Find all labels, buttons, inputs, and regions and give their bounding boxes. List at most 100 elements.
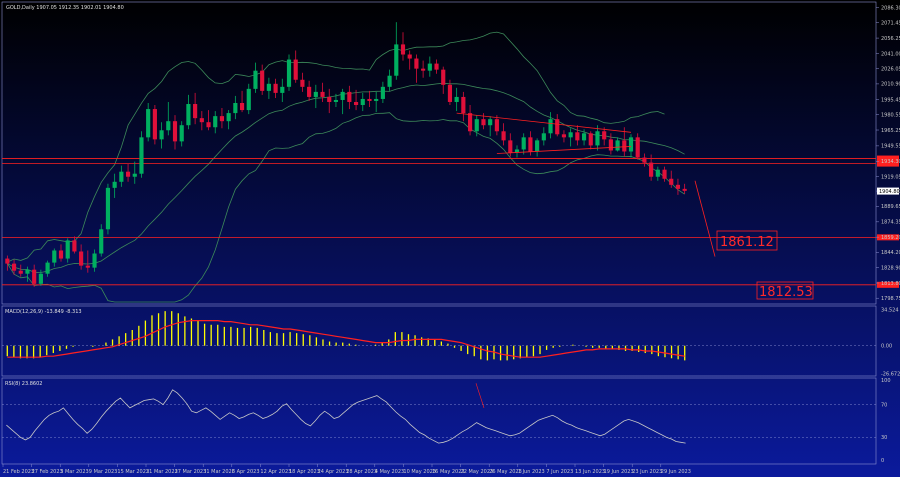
level-price-tag (877, 234, 899, 241)
date-tick-label: 10 May 2023 (403, 469, 436, 475)
candle-body (206, 122, 211, 128)
candle-body (179, 125, 184, 142)
candle-body (11, 263, 17, 271)
candle-body (447, 84, 453, 102)
level-1812-annotation: 1812.53 (756, 281, 814, 300)
candle-body (535, 140, 540, 152)
candle-body (514, 149, 520, 153)
candle-body (602, 131, 607, 140)
bollinger-lower-line (7, 112, 685, 303)
candle-body (561, 134, 567, 138)
date-tick-label: 13 Jun 2023 (575, 469, 605, 475)
candle-body (313, 91, 318, 97)
price-tick-label: 1874.35 (881, 220, 900, 226)
candle-body (508, 140, 513, 153)
candle-body (132, 173, 137, 177)
candle-body (367, 98, 372, 101)
candle-body (286, 59, 292, 87)
date-tick-label: 16 May 2023 (432, 469, 465, 475)
candle-body (186, 104, 191, 126)
candlestick-series (5, 22, 687, 287)
rsi-tick-label: 100 (881, 378, 891, 384)
candle-body (628, 137, 634, 152)
candle-body (193, 104, 198, 119)
level-1861-box (716, 230, 778, 251)
rsi-divergence-line (475, 383, 485, 408)
candle-body (213, 116, 218, 128)
candle-body (273, 83, 278, 93)
candle-body (32, 269, 37, 284)
candle-body (427, 63, 432, 71)
macd-signal-line (7, 320, 685, 358)
candle-body (52, 250, 57, 263)
candle-body (635, 137, 640, 158)
price-tick-label: 2056.25 (881, 36, 900, 42)
price-tick-label: 1980.55 (881, 112, 900, 118)
candle-body (112, 181, 117, 188)
date-tick-label: 29 Jun 2023 (661, 469, 691, 475)
price-tick-label: 2041.00 (881, 51, 900, 57)
candle-body (394, 44, 399, 76)
candle-body (58, 250, 64, 259)
candle-body (454, 96, 459, 102)
price-tick-label: 1889.65 (881, 204, 900, 210)
date-tick-label: 7 Jun 2023 (546, 469, 573, 475)
candle-body (280, 86, 285, 93)
candle-body (407, 54, 412, 59)
candle-body (92, 253, 97, 268)
level-1861-annotation: 1861.12 (716, 230, 778, 251)
date-tick-label: 1 Jun 2023 (518, 469, 545, 475)
date-tick-label: 23 Jun 2023 (632, 469, 662, 475)
candle-body (266, 83, 271, 91)
level-price-tag (877, 160, 899, 167)
date-tick-label: 24 Apr 2023 (318, 469, 349, 475)
candle-body (119, 171, 124, 182)
candle-body (239, 102, 245, 111)
rsi-tick-label: 30 (881, 435, 887, 441)
candle-body (595, 131, 600, 146)
date-tick-label: 21 Mar 2023 (146, 469, 178, 475)
candle-body (79, 251, 84, 266)
candle-body (25, 269, 30, 274)
candle-body (608, 139, 613, 151)
candle-body (233, 102, 238, 114)
candle-body (400, 44, 406, 55)
level-1812-label: 1812.53 (759, 285, 813, 300)
price-axis: 2086.30 2071.45 2056.25 2041.00 2026.05 2010.… (876, 6, 900, 302)
rsi-series (2, 383, 876, 444)
candle-body (72, 240, 77, 252)
candle-body (139, 137, 144, 174)
candle-body (99, 229, 104, 254)
candle-body (615, 140, 620, 151)
macd-tick-label: -26.672 (881, 371, 900, 377)
projection-line (694, 180, 716, 257)
candle-body (45, 262, 50, 274)
candle-body (474, 119, 479, 132)
candle-body (581, 133, 587, 141)
candle-body (521, 137, 526, 150)
rsi-tick-label: 70 (881, 402, 887, 408)
candle-body (501, 131, 506, 141)
main-header: GOLD,Daily 1907.05 1912.35 1902.01 1904.… (6, 5, 124, 11)
date-tick-label: 27 Feb 2023 (32, 469, 63, 475)
candle-body (226, 113, 231, 122)
candle-body (320, 91, 325, 97)
price-tick-label: 2086.30 (881, 6, 900, 12)
candle-body (307, 86, 312, 97)
candle-body (353, 101, 359, 106)
candle-body (649, 162, 654, 177)
price-tick-label: 2010.90 (881, 82, 900, 88)
candle-body (360, 98, 365, 106)
candle-body (293, 59, 298, 80)
candle-body (65, 240, 70, 259)
wedge-upper-line (456, 112, 632, 133)
date-tick-label: 26 May 2023 (489, 469, 522, 475)
price-tick-label: 1934.30 (881, 159, 900, 165)
horizontal-levels (2, 155, 899, 288)
candle-body (85, 265, 90, 268)
rsi-header: RSI(8) 23.8602 (5, 381, 42, 387)
candle-body (105, 187, 111, 230)
date-tick-label: 31 Mar 2023 (203, 469, 235, 475)
